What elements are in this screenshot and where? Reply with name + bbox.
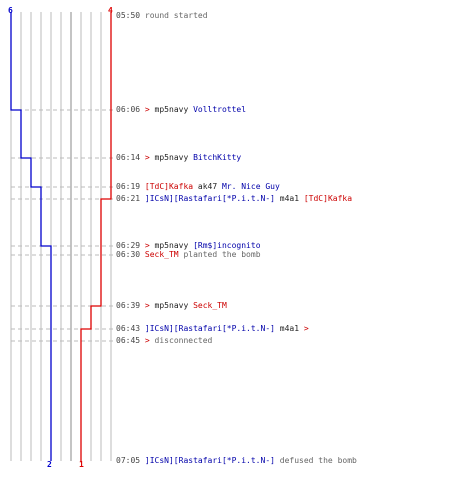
- event-time: 06:14: [116, 153, 145, 162]
- event-text: disconnected: [154, 336, 213, 345]
- event-text: Mr. Nice Guy: [221, 182, 280, 191]
- event-text: BitchKitty: [193, 153, 242, 162]
- event-row: 05:50 round started: [116, 11, 208, 21]
- event-time: 06:45: [116, 336, 145, 345]
- event-row: 06:19 [TdC]Kafka ak47 Mr. Nice Guy: [116, 182, 280, 192]
- event-time: 06:30: [116, 250, 145, 259]
- event-text: >: [144, 241, 155, 250]
- event-time: 06:19: [116, 182, 145, 191]
- event-text: Volltrottel: [193, 105, 247, 114]
- event-text: >: [144, 336, 155, 345]
- event-text: ]ICsN][Rastafari[*P.i.t.N-]: [144, 456, 275, 465]
- event-text: Seck_TM: [144, 250, 179, 259]
- t-end-count: 1: [79, 460, 84, 469]
- event-text: mp5navy: [154, 105, 194, 114]
- event-time: 06:21: [116, 194, 145, 203]
- ct-alive-line: [10, 12, 52, 461]
- event-text: >: [144, 301, 155, 310]
- event-row: 07:05 ]ICsN][Rastafari[*P.i.t.N-] defuse…: [116, 456, 357, 466]
- event-row: 06:39 > mp5navy Seck_TM: [116, 301, 227, 311]
- event-text: m4a1: [274, 194, 304, 203]
- event-text: >: [144, 153, 155, 162]
- event-text: ak47: [193, 182, 222, 191]
- event-text: [TdC]Kafka: [144, 182, 194, 191]
- event-row: 06:30 Seck_TM planted the bomb: [116, 250, 261, 260]
- event-time: 06:06: [116, 105, 145, 114]
- event-text: [Rm$]incognito: [193, 241, 261, 250]
- event-text: planted the bomb: [178, 250, 261, 259]
- event-text: mp5navy: [154, 241, 194, 250]
- event-row: 06:14 > mp5navy BitchKitty: [116, 153, 241, 163]
- event-row: 06:45 > disconnected: [116, 336, 212, 346]
- event-time: 05:50: [116, 11, 145, 20]
- event-row: 06:29 > mp5navy [Rm$]incognito: [116, 241, 261, 251]
- event-text: Seck_TM: [193, 301, 227, 310]
- event-row: 06:21 ]ICsN][Rastafari[*P.i.t.N-] m4a1 […: [116, 194, 352, 204]
- ct-start-count: 6: [8, 6, 13, 15]
- event-time: 06:29: [116, 241, 145, 250]
- event-text: round started: [144, 11, 208, 20]
- t-start-count: 4: [108, 6, 113, 15]
- event-time: 06:43: [116, 324, 145, 333]
- event-text: defused the bomb: [274, 456, 357, 465]
- event-text: m4a1: [274, 324, 304, 333]
- event-text: >: [144, 105, 155, 114]
- t-alive-line: [80, 12, 112, 461]
- ct-end-count: 2: [47, 460, 52, 469]
- event-text: mp5navy: [154, 153, 194, 162]
- event-text: ]ICsN][Rastafari[*P.i.t.N-]: [144, 194, 275, 203]
- event-row: 06:43 ]ICsN][Rastafari[*P.i.t.N-] m4a1 >: [116, 324, 309, 334]
- event-text: ]ICsN][Rastafari[*P.i.t.N-]: [144, 324, 275, 333]
- event-text: mp5navy: [154, 301, 194, 310]
- event-time: 07:05: [116, 456, 145, 465]
- event-text: [TdC]Kafka: [303, 194, 353, 203]
- event-time: 06:39: [116, 301, 145, 310]
- event-row: 06:06 > mp5navy Volltrottel: [116, 105, 246, 115]
- event-text: >: [303, 324, 309, 333]
